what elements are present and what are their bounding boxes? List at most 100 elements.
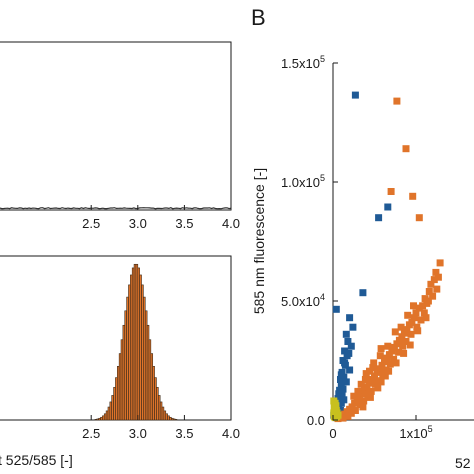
scatter-point: [400, 349, 408, 357]
y-tick-label: 1.0x105: [281, 173, 325, 190]
scatter-point: [344, 412, 352, 420]
scatter-point: [433, 285, 441, 293]
scatter-points: [330, 91, 444, 423]
panel-b-label: B: [251, 5, 266, 30]
scatter-point: [349, 323, 357, 331]
scatter-point: [375, 214, 383, 222]
scatter-point: [402, 145, 410, 153]
top-histogram-frame: [0, 41, 232, 211]
bottom-histogram-panel: 2.5 3.0 3.5 4.0 t 525/585 [-]: [0, 255, 240, 468]
scatter-point: [432, 268, 440, 276]
scatter-point: [370, 359, 378, 367]
scatter-point: [373, 368, 381, 376]
scatter-point: [346, 314, 354, 322]
scatter-point: [374, 384, 382, 392]
scatter-point: [410, 314, 418, 322]
scatter-point: [429, 292, 437, 300]
scatter-point: [404, 311, 412, 319]
x-tick-label: 2.5: [82, 216, 100, 231]
scatter-point: [386, 360, 394, 368]
scatter-x-label: 52: [455, 455, 471, 471]
scatter-x-ticks: 0 1x105: [329, 415, 433, 441]
scatter-point: [383, 354, 391, 362]
scatter-point: [354, 387, 362, 395]
scatter-point: [368, 376, 376, 383]
scatter-point: [424, 297, 432, 305]
scatter-point: [415, 214, 423, 222]
scatter-point: [392, 359, 400, 367]
scatter-point: [417, 316, 425, 324]
scatter-point: [384, 203, 392, 211]
scatter-point: [390, 343, 398, 351]
y-tick-label: 0.0: [307, 413, 325, 428]
scatter-point: [339, 414, 347, 422]
x-tick-label: 4.0: [222, 216, 240, 231]
top-histogram-x-ticks: 2.5 3.0 3.5 4.0: [82, 205, 240, 231]
scatter-point: [398, 333, 406, 341]
scatter-point: [337, 371, 345, 379]
scatter-point: [351, 407, 359, 414]
x-tick-label: 4.0: [222, 426, 240, 441]
scatter-point: [413, 323, 421, 331]
scatter-point: [381, 372, 389, 380]
scatter-point: [345, 349, 353, 357]
scatter-point: [367, 387, 375, 395]
scatter-point: [351, 399, 359, 407]
scatter-point: [384, 342, 392, 350]
scatter-point: [344, 338, 352, 345]
scatter-point: [341, 359, 349, 367]
y-tick-label: 1.5x105: [281, 54, 325, 71]
scatter-point: [359, 289, 367, 297]
scatter-point: [412, 309, 420, 317]
scatter-point: [347, 342, 355, 350]
scatter-point: [415, 304, 423, 312]
scatter-point: [363, 383, 371, 391]
scatter-point: [390, 355, 398, 363]
top-histogram-baseline-noise: [0, 207, 232, 210]
scatter-point: [330, 403, 338, 411]
scatter-point: [358, 390, 366, 398]
scatter-point: [346, 366, 354, 374]
scatter-point: [387, 188, 395, 195]
scatter-point: [395, 348, 403, 356]
scatter-point: [371, 380, 379, 388]
scatter-point: [422, 314, 430, 322]
scatter-point: [342, 330, 350, 338]
scatter-point: [366, 393, 374, 401]
scatter-point: [359, 403, 367, 411]
scatter-point: [393, 340, 401, 348]
scatter-point: [377, 345, 385, 353]
scatter-point: [369, 364, 377, 372]
scatter-point: [331, 414, 339, 422]
scatter-point: [376, 352, 384, 360]
x-tick-label: 3.0: [129, 216, 147, 231]
scatter-point: [393, 97, 401, 105]
scatter-point: [337, 382, 345, 389]
bottom-histogram-x-ticks: 2.5 3.0 3.5 4.0: [82, 415, 240, 441]
scatter-point: [425, 288, 433, 295]
scatter-point: [332, 305, 340, 313]
x-tick-label: 3.0: [129, 426, 147, 441]
scatter-point: [409, 192, 417, 200]
scatter-point: [366, 379, 373, 387]
scatter-point: [377, 378, 385, 386]
bottom-histogram-bars: [94, 263, 178, 421]
x-tick-label: 2.5: [82, 426, 100, 441]
x-tick-label: 1x105: [399, 424, 432, 441]
scatter-point: [381, 358, 388, 366]
scatter-point: [385, 367, 393, 375]
x-tick-label: 0: [329, 426, 336, 441]
scatter-point: [361, 376, 369, 383]
scatter-point: [337, 376, 344, 383]
scatter-point: [434, 273, 442, 281]
scatter-point: [399, 342, 407, 350]
scatter-point: [388, 347, 396, 355]
x-tick-label: 3.5: [175, 216, 193, 231]
scatter-y-label: 585 nm fluorescence [-]: [251, 168, 267, 314]
scatter-point: [406, 341, 414, 349]
scatter-point: [407, 330, 415, 338]
scatter-point: [400, 329, 408, 337]
scatter-point: [376, 365, 383, 373]
scatter-point: [342, 378, 350, 386]
